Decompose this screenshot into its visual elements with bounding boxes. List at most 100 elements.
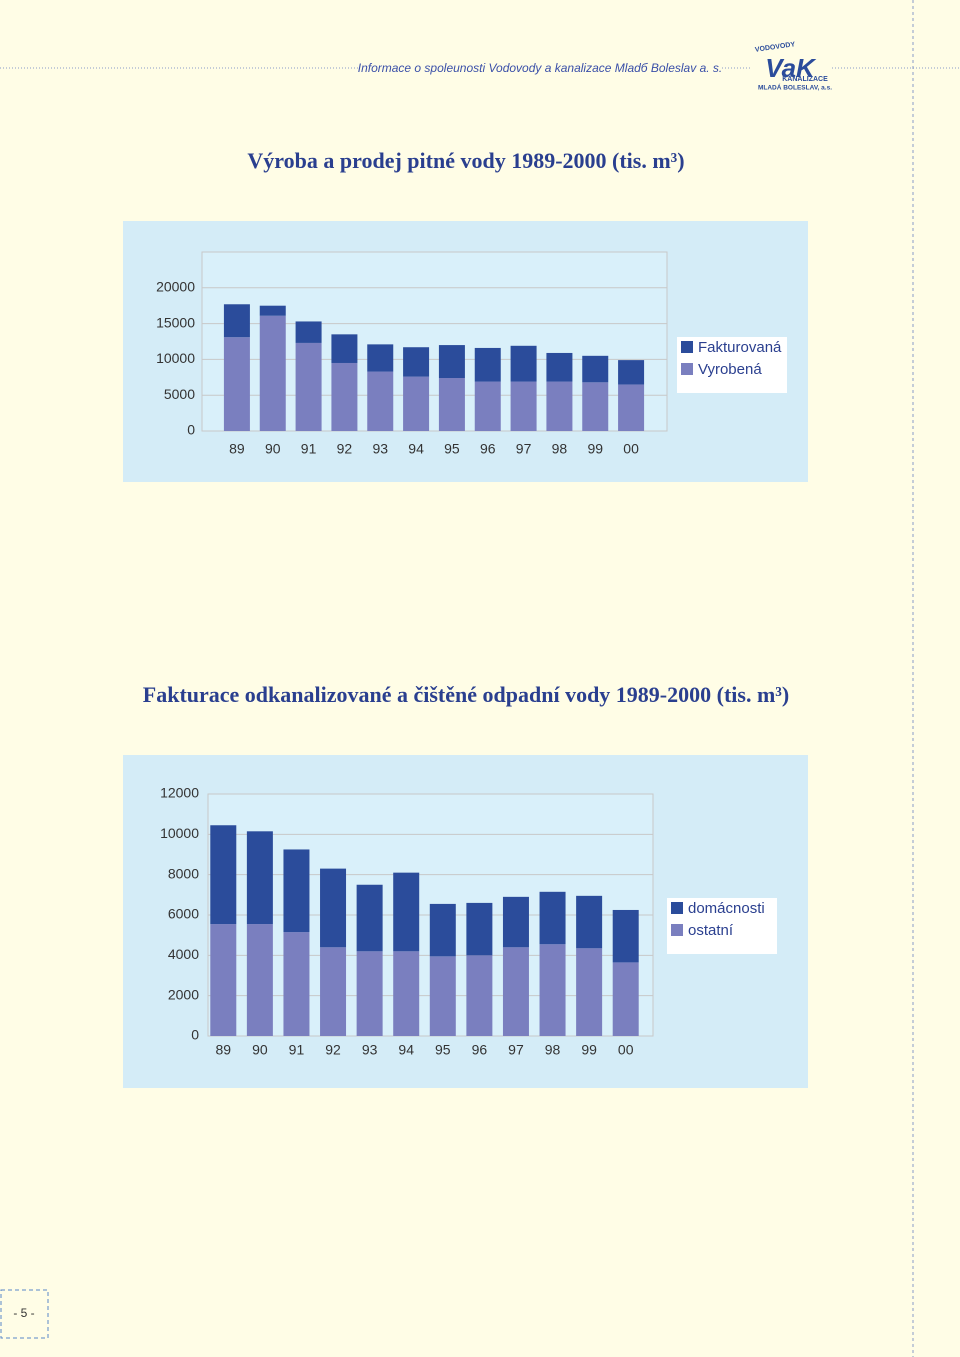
- bar: [393, 872, 420, 952]
- x-tick-label: 89: [229, 441, 245, 457]
- bar: [403, 376, 430, 431]
- bar: [246, 831, 273, 925]
- x-tick-label: 99: [587, 441, 603, 457]
- bar: [367, 371, 394, 431]
- bar: [356, 884, 383, 952]
- bar: [438, 345, 465, 379]
- bar: [618, 384, 645, 431]
- bar: [510, 345, 537, 382]
- y-tick-label: 5000: [164, 386, 195, 402]
- legend-box: [677, 337, 787, 393]
- x-tick-label: 00: [623, 441, 639, 457]
- bar: [295, 321, 322, 343]
- x-tick-label: 00: [618, 1042, 634, 1058]
- bar: [466, 902, 493, 956]
- y-tick-label: 20000: [156, 279, 195, 295]
- bar: [367, 344, 394, 372]
- y-tick-label: 10000: [160, 825, 199, 841]
- logo-bottom: MLADÁ BOLESLAV, a.s.: [758, 83, 832, 92]
- bar: [510, 381, 537, 431]
- bar: [331, 362, 358, 431]
- bar: [539, 944, 566, 1036]
- bar: [259, 305, 286, 316]
- bar: [539, 891, 566, 945]
- bar: [502, 896, 529, 948]
- x-tick-label: 91: [289, 1042, 305, 1058]
- x-tick-label: 92: [337, 441, 353, 457]
- y-tick-label: 2000: [168, 986, 199, 1002]
- bar: [259, 315, 286, 431]
- bar: [331, 334, 358, 363]
- y-tick-label: 6000: [168, 906, 199, 922]
- bar: [466, 955, 493, 1036]
- bar: [618, 360, 645, 385]
- y-tick-label: 12000: [160, 785, 199, 801]
- logo-mark: VaK: [765, 53, 817, 83]
- x-tick-label: 97: [516, 441, 532, 457]
- bar: [295, 342, 322, 431]
- x-tick-label: 94: [398, 1042, 414, 1058]
- page-number-box: [0, 1289, 49, 1339]
- bar: [438, 378, 465, 431]
- bar: [576, 948, 603, 1036]
- x-tick-label: 96: [472, 1042, 488, 1058]
- bar: [546, 352, 573, 382]
- x-tick-label: 92: [325, 1042, 341, 1058]
- bar: [283, 932, 310, 1036]
- bar: [582, 382, 609, 431]
- x-tick-label: 96: [480, 441, 496, 457]
- bar: [356, 951, 383, 1036]
- bar: [612, 909, 639, 963]
- x-tick-label: 97: [508, 1042, 524, 1058]
- x-tick-label: 98: [545, 1042, 561, 1058]
- legend-swatch: [681, 363, 693, 375]
- bar: [283, 849, 310, 933]
- legend-box: [667, 898, 777, 954]
- bar: [223, 304, 250, 338]
- x-tick-label: 91: [301, 441, 317, 457]
- x-tick-label: 94: [408, 441, 424, 457]
- x-tick-label: 95: [435, 1042, 451, 1058]
- x-tick-label: 98: [552, 441, 568, 457]
- bar: [246, 924, 273, 1036]
- y-tick-label: 0: [191, 1027, 199, 1043]
- legend-label: Vyrobená: [698, 361, 762, 378]
- x-tick-label: 99: [581, 1042, 597, 1058]
- x-tick-label: 95: [444, 441, 460, 457]
- x-tick-label: 93: [372, 441, 388, 457]
- x-tick-label: 90: [252, 1042, 268, 1058]
- y-tick-label: 0: [187, 422, 195, 438]
- logo-middle: KANALIZACE: [782, 76, 828, 83]
- bar: [546, 381, 573, 431]
- chart-title: Fakturace odkanalizované a čištěné odpad…: [143, 682, 789, 707]
- bar: [429, 956, 456, 1036]
- bar: [403, 347, 430, 377]
- y-tick-label: 8000: [168, 865, 199, 881]
- legend-label: domácnosti: [688, 900, 765, 917]
- bar: [320, 868, 347, 948]
- x-tick-label: 93: [362, 1042, 378, 1058]
- x-tick-label: 90: [265, 441, 281, 457]
- bar: [474, 381, 501, 431]
- page-number: - 5 -: [13, 1306, 34, 1320]
- legend-swatch: [671, 924, 683, 936]
- legend-label: Fakturovaná: [698, 339, 782, 356]
- bar: [223, 337, 250, 431]
- bar: [612, 962, 639, 1036]
- y-tick-label: 15000: [156, 314, 195, 330]
- bar: [320, 947, 347, 1036]
- legend-label: ostatní: [688, 922, 734, 939]
- bar: [429, 903, 456, 957]
- bar: [474, 347, 501, 382]
- logo: VODOVODY VaK KANALIZACE MLADÁ BOLESLAV, …: [755, 41, 833, 92]
- legend-swatch: [681, 341, 693, 353]
- y-tick-label: 10000: [156, 350, 195, 366]
- bar: [576, 895, 603, 949]
- legend-swatch: [671, 902, 683, 914]
- bar: [210, 924, 237, 1036]
- x-tick-label: 89: [216, 1042, 232, 1058]
- bar: [502, 947, 529, 1036]
